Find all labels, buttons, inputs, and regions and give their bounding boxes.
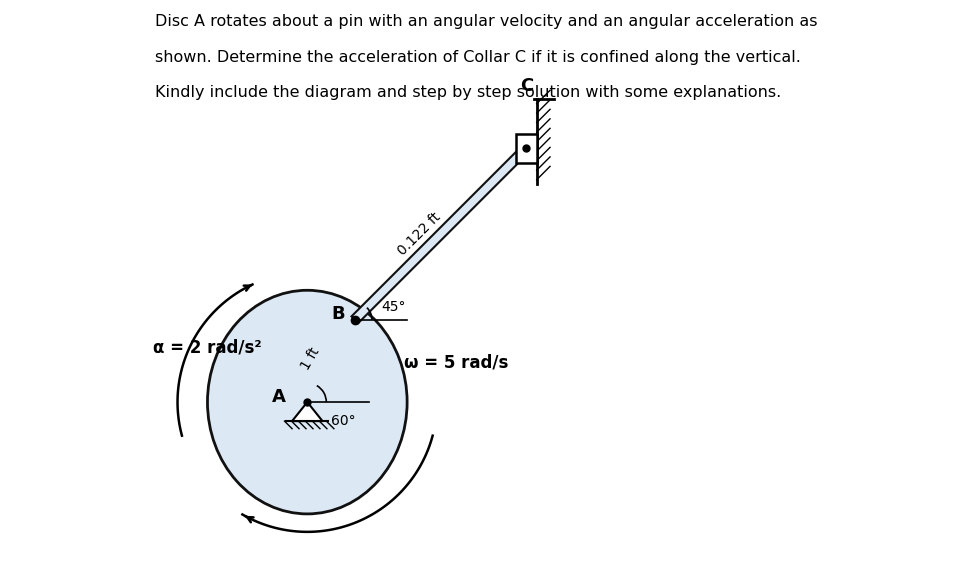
Text: Disc A rotates about a pin with an angular velocity and an angular acceleration : Disc A rotates about a pin with an angul… (155, 14, 817, 29)
Bar (516, 134, 537, 162)
Text: Kindly include the diagram and step by step solution with some explanations.: Kindly include the diagram and step by s… (155, 85, 781, 100)
Text: B: B (331, 305, 346, 323)
Text: C: C (520, 77, 534, 95)
Text: 60°: 60° (331, 415, 356, 429)
Polygon shape (292, 402, 323, 421)
Text: 0.122 ft: 0.122 ft (395, 210, 444, 258)
Polygon shape (352, 145, 530, 323)
Text: α = 2 rad/s²: α = 2 rad/s² (152, 338, 262, 356)
Text: shown. Determine the acceleration of Collar C if it is confined along the vertic: shown. Determine the acceleration of Col… (155, 50, 800, 65)
Text: A: A (272, 388, 286, 406)
Text: ω = 5 rad/s: ω = 5 rad/s (404, 354, 509, 372)
Text: 45°: 45° (382, 300, 406, 314)
Text: 1 ft: 1 ft (298, 346, 323, 373)
Ellipse shape (207, 290, 407, 514)
